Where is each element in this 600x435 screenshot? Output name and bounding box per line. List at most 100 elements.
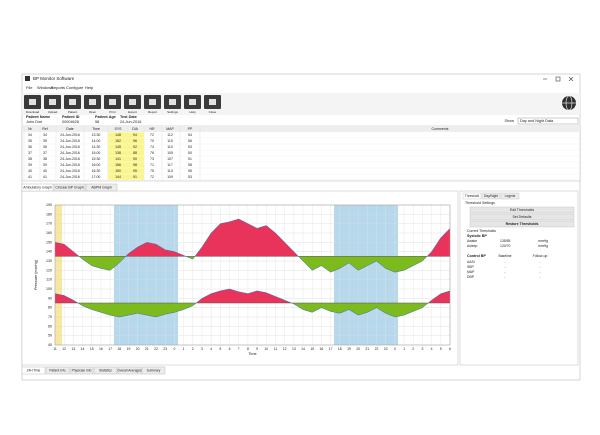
button-icon [49, 99, 56, 105]
table-cell: 72 [150, 175, 154, 179]
table-cell: 148 [115, 133, 121, 137]
table-cell: 40 [28, 169, 32, 173]
table-cell: 24-Jun-2016 [60, 133, 80, 137]
y-tick-label: 80 [48, 306, 52, 310]
x-tick-label: 5 [219, 347, 221, 351]
readings-table [21, 125, 581, 182]
x-tick-label: 20 [356, 347, 360, 351]
view-select[interactable] [517, 117, 579, 125]
table-cell: 13:30 [92, 133, 101, 137]
table-cell: 113 [167, 169, 173, 173]
button-icon [89, 99, 96, 105]
side-tab[interactable] [500, 192, 520, 200]
x-tick-label: 14 [301, 347, 305, 351]
bottom-tab-label: Overall Averages [117, 368, 142, 372]
toolbar-label: Open [89, 110, 97, 114]
highlight-cell [108, 144, 144, 150]
table-cell: 112 [167, 133, 173, 137]
toolbar [22, 93, 580, 115]
menu-item[interactable]: Configure [66, 85, 84, 90]
x-tick-label: 13 [71, 347, 75, 351]
table-cell: 92 [133, 145, 137, 149]
x-tick-label: 18 [117, 347, 121, 351]
menu-item[interactable]: Reports [51, 85, 65, 90]
x-tick-label: 11 [274, 347, 278, 351]
side-button[interactable] [469, 206, 575, 214]
side-tab[interactable] [462, 192, 482, 200]
bottom-tab[interactable] [93, 366, 118, 375]
current-label: Current Thresholds [467, 229, 496, 233]
control-cell: - [504, 270, 505, 274]
button-icon [69, 99, 76, 105]
bottom-tab[interactable] [45, 366, 70, 375]
patient-value: 24-Jun-2016 [120, 120, 141, 124]
close-button[interactable] [568, 76, 574, 82]
x-tick-label: 4 [431, 347, 433, 351]
bottom-tab[interactable] [141, 366, 166, 375]
table-header-cell: Date [66, 127, 73, 131]
table-cell: 98 [133, 163, 137, 167]
table-cell: 54 [188, 133, 192, 137]
table-cell: 156 [115, 163, 121, 167]
menu-item[interactable]: File [26, 85, 33, 90]
side-button[interactable] [469, 220, 575, 228]
above-threshold-area [55, 289, 450, 303]
control-cell: - [504, 265, 505, 269]
y-tick-label: 120 [46, 268, 52, 272]
table-cell: 55 [188, 169, 192, 173]
x-tick-label: 20 [136, 347, 140, 351]
patient-value: 58 [95, 120, 99, 124]
button-icon [189, 99, 196, 105]
maximize-button[interactable] [555, 76, 561, 82]
chart-tab[interactable] [53, 183, 86, 192]
bp-cell: 135/85 [500, 239, 510, 243]
table-cell: 94 [133, 133, 137, 137]
table-header-cell: Time [92, 127, 100, 131]
side-tab[interactable] [481, 192, 501, 200]
highlight-cell [108, 150, 144, 156]
x-tick-label: 6 [449, 347, 451, 351]
table-cell: 37 [28, 151, 32, 155]
table-header-cell: PP [188, 127, 193, 131]
bp-cell: Awake [467, 239, 477, 243]
table-cell: 117 [167, 163, 173, 167]
bottom-tab[interactable] [117, 366, 142, 375]
y-tick-label: 150 [46, 240, 52, 244]
table-cell: 16:00 [92, 163, 101, 167]
highlight-cell [108, 174, 144, 180]
control-cell: - [504, 260, 505, 264]
table-cell: 35 [43, 139, 47, 143]
menu-item[interactable]: Windows [37, 85, 53, 90]
app-icon [25, 76, 30, 81]
bottom-tab[interactable] [69, 366, 94, 375]
table-cell: 72 [150, 133, 154, 137]
x-tick-label: 21 [145, 347, 149, 351]
table-cell: 24-Jun-2016 [60, 157, 80, 161]
x-tick-label: 15 [90, 347, 94, 351]
x-tick-label: 19 [127, 347, 131, 351]
x-tick-label: 0 [173, 347, 175, 351]
menu-item[interactable]: Help [85, 85, 94, 90]
x-tick-label: 8 [247, 347, 249, 351]
sleep-band [114, 205, 178, 345]
table-cell: 138 [115, 151, 121, 155]
table-cell: 38 [28, 157, 32, 161]
x-tick-label: 13 [292, 347, 296, 351]
table-cell: 71 [150, 163, 154, 167]
below-threshold-area [55, 303, 450, 317]
y-tick-label: 170 [46, 222, 52, 226]
table-cell: 53 [188, 175, 192, 179]
bottom-tab[interactable] [21, 366, 46, 375]
control-cell: SBP [467, 265, 475, 269]
chart-tab[interactable] [85, 183, 118, 192]
side-button-label: Edit Thresholds [510, 208, 535, 212]
window-controls [543, 76, 574, 82]
y-tick-label: 40 [48, 343, 52, 347]
side-button[interactable] [469, 213, 575, 221]
chart-tab[interactable] [21, 183, 54, 192]
table-cell: 34 [43, 133, 47, 137]
toolbar-label: Upload [48, 110, 58, 114]
table-cell: 24-Jun-2016 [60, 163, 80, 167]
